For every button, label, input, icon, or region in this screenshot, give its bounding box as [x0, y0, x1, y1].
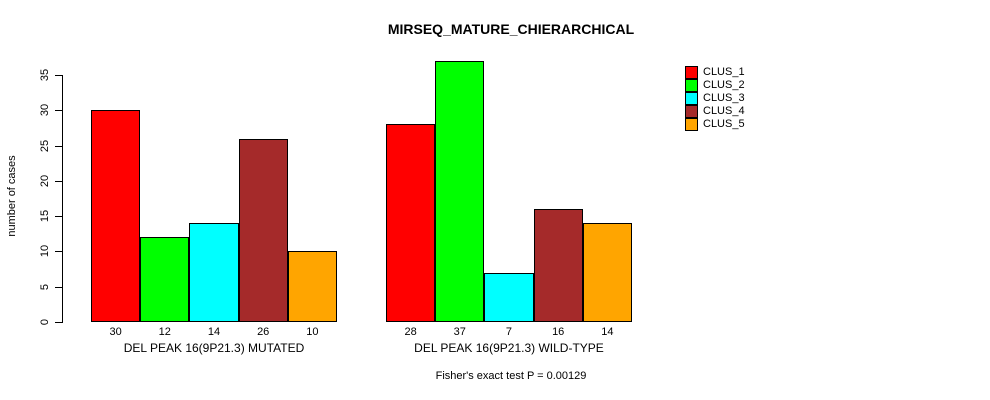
bar-value-label: 26 [257, 326, 270, 338]
bar [435, 60, 485, 322]
y-tick-label: 0 [39, 318, 51, 326]
y-tick [55, 251, 62, 253]
legend-label: CLUS_5 [703, 118, 745, 130]
bar [238, 138, 288, 322]
bar [287, 251, 337, 322]
legend-label: CLUS_3 [703, 92, 745, 104]
y-tick-label: 30 [39, 104, 51, 117]
bar-value-label: 28 [404, 326, 417, 338]
legend-label: CLUS_1 [703, 66, 745, 78]
bar [189, 223, 239, 322]
bar [484, 272, 534, 322]
y-tick [55, 322, 62, 323]
legend-label: CLUS_2 [703, 79, 745, 91]
bar-value-label: 12 [158, 326, 171, 338]
bar [582, 223, 632, 322]
bar-value-label: 14 [207, 326, 221, 338]
bar-value-label: 7 [505, 326, 513, 338]
y-tick [55, 145, 62, 147]
bar-value-label: 37 [453, 326, 466, 338]
y-tick-label: 20 [39, 174, 51, 187]
bar-value-label: 30 [109, 326, 122, 338]
legend-swatch [685, 105, 698, 118]
y-tick [55, 180, 62, 182]
legend-swatch [685, 92, 698, 105]
group-label: DEL PEAK 16(9P21.3) WILD-TYPE [414, 341, 604, 355]
y-tick-label: 10 [39, 245, 51, 258]
bar [140, 237, 190, 322]
y-tick-label: 35 [39, 68, 51, 82]
y-axis-label: number of cases [6, 155, 18, 237]
legend-swatch [685, 118, 698, 131]
y-tick-label: 25 [39, 139, 51, 152]
y-tick [55, 110, 62, 112]
bar [533, 209, 583, 322]
y-axis-line [62, 75, 63, 323]
y-tick [55, 216, 62, 218]
bar-value-label: 10 [306, 326, 319, 338]
legend-swatch [685, 79, 698, 92]
legend-swatch [685, 66, 698, 79]
bar-value-label: 16 [552, 326, 565, 338]
bar-value-label: 14 [601, 326, 614, 338]
bar [91, 110, 141, 322]
y-tick [55, 286, 62, 288]
chart-title: MIRSEQ_MATURE_CHIERARCHICAL [387, 21, 635, 37]
y-tick-label: 15 [39, 210, 51, 223]
y-tick [55, 75, 62, 76]
group-label: DEL PEAK 16(9P21.3) MUTATED [123, 341, 305, 355]
legend-label: CLUS_4 [703, 105, 745, 117]
y-tick-label: 5 [39, 283, 51, 290]
footnote: Fisher's exact test P = 0.00129 [435, 370, 587, 382]
bar [386, 124, 436, 322]
